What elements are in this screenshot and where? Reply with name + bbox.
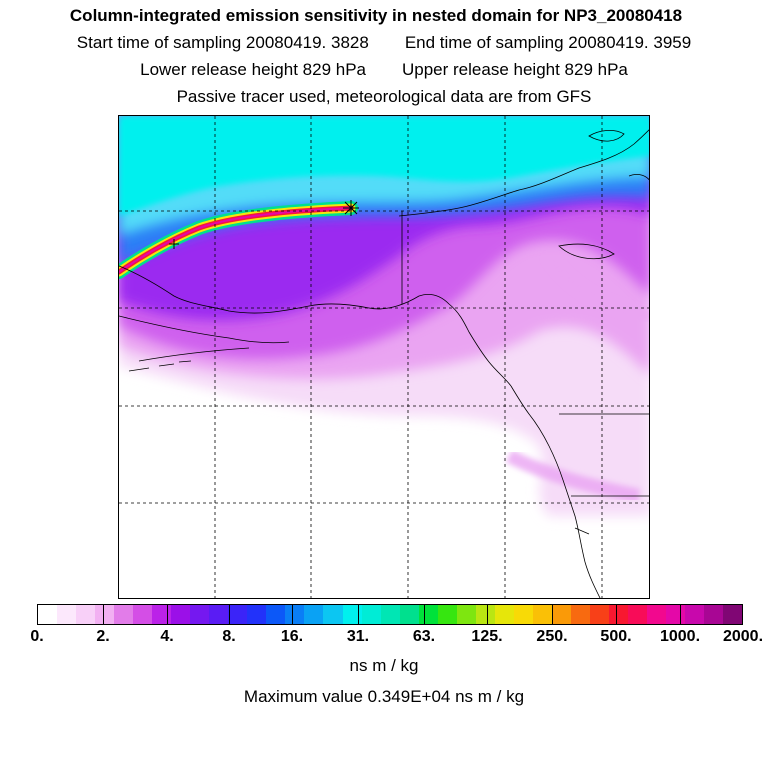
lower-height-label: Lower release height 829 hPa bbox=[140, 60, 366, 79]
coast-peninsula bbox=[119, 315, 290, 362]
end-time-label: End time of sampling 20080419. 3959 bbox=[404, 33, 692, 52]
colorbar-cell bbox=[285, 605, 305, 624]
sampling-time-line: Start time of sampling 20080419. 3828 End… bbox=[0, 33, 768, 53]
colorbar-divider bbox=[552, 605, 553, 624]
colorbar-cell bbox=[704, 605, 724, 624]
colorbar-divider bbox=[229, 605, 230, 624]
colorbar-divider bbox=[424, 605, 425, 624]
colorbar-cell bbox=[666, 605, 686, 624]
colorbar-divider bbox=[680, 605, 681, 624]
colorbar-cell bbox=[190, 605, 210, 624]
colorbar-cell bbox=[133, 605, 153, 624]
colorbar-cell bbox=[608, 605, 628, 624]
graticule bbox=[119, 116, 649, 598]
coast-aleutians bbox=[128, 360, 192, 372]
colorbar-cell bbox=[513, 605, 533, 624]
colorbar-cell bbox=[361, 605, 381, 624]
colorbar-cell bbox=[723, 605, 743, 624]
colorbar-cell bbox=[380, 605, 400, 624]
colorbar-divider bbox=[103, 605, 104, 624]
colorbar-cell bbox=[171, 605, 191, 624]
plot-title: Column-integrated emission sensitivity i… bbox=[69, 6, 683, 25]
colorbar-tick-label: 31. bbox=[346, 628, 370, 645]
colorbar-tick-label: 500. bbox=[600, 628, 632, 645]
colorbar-cell bbox=[456, 605, 476, 624]
field-cyan bbox=[119, 116, 649, 216]
field-east-wisps-2 bbox=[544, 253, 649, 321]
start-time-label: Start time of sampling 20080419. 3828 bbox=[76, 33, 369, 52]
colorbar-tick-label: 63. bbox=[412, 628, 436, 645]
colorbar-cell bbox=[95, 605, 115, 624]
coastlines bbox=[119, 129, 649, 598]
colorbar-cell bbox=[570, 605, 590, 624]
colorbar-cell bbox=[342, 605, 362, 624]
colorbar-cell bbox=[589, 605, 609, 624]
colorbar-cell bbox=[399, 605, 419, 624]
upper-height-label: Upper release height 829 hPa bbox=[402, 60, 628, 79]
colorbar-tick-label: 4. bbox=[160, 628, 174, 645]
colorbar-cell bbox=[437, 605, 457, 624]
colorbar-divider bbox=[167, 605, 168, 624]
sensitivity-map bbox=[118, 115, 650, 599]
colorbar-cell bbox=[57, 605, 77, 624]
colorbar-cell bbox=[627, 605, 647, 624]
colorbar-cell bbox=[418, 605, 438, 624]
release-plume bbox=[119, 201, 358, 279]
colorbar-divider bbox=[292, 605, 293, 624]
colorbar bbox=[37, 604, 743, 625]
release-height-line: Lower release height 829 hPa Upper releas… bbox=[0, 60, 768, 80]
colorbar-tick-label: 125. bbox=[471, 628, 503, 645]
colorbar-cell bbox=[266, 605, 286, 624]
tracer-note: Passive tracer used, meteorological data… bbox=[176, 87, 592, 106]
colorbar-divider bbox=[487, 605, 488, 624]
colorbar-cell bbox=[76, 605, 96, 624]
maximum-value-label: Maximum value 0.349E+04 ns m / kg bbox=[243, 687, 525, 706]
colorbar-cell bbox=[152, 605, 172, 624]
border-us-states bbox=[571, 495, 649, 535]
colorbar-divider bbox=[358, 605, 359, 624]
colorbar-cell bbox=[38, 605, 58, 624]
colorbar-cell bbox=[304, 605, 324, 624]
receptor-marker-icon bbox=[169, 239, 179, 249]
colorbar-tick-label: 8. bbox=[222, 628, 236, 645]
colorbar-cell bbox=[228, 605, 248, 624]
field-east-wisps bbox=[505, 449, 641, 503]
colorbar-cell bbox=[247, 605, 267, 624]
coast-bc bbox=[510, 385, 601, 598]
colorbar-tick-label: 1000. bbox=[659, 628, 701, 645]
coast-arctic bbox=[398, 129, 649, 217]
colorbar-cell bbox=[647, 605, 667, 624]
colorbar-tick-label: 250. bbox=[536, 628, 568, 645]
map-canvas bbox=[119, 116, 649, 598]
colorbar-cell bbox=[323, 605, 343, 624]
colorbar-units: ns m / kg bbox=[349, 656, 419, 675]
colorbar-tick-label: 16. bbox=[280, 628, 304, 645]
colorbar-tick-label: 2000. bbox=[722, 628, 764, 645]
colorbar-cell bbox=[114, 605, 134, 624]
colorbar-tick-label: 2. bbox=[96, 628, 110, 645]
islands-arctic bbox=[558, 130, 649, 260]
colorbar-tick-label: 0. bbox=[30, 628, 44, 645]
coast-alaska bbox=[119, 265, 512, 387]
colorbar-cell bbox=[551, 605, 571, 624]
sensitivity-field bbox=[119, 116, 649, 598]
colorbar-cell bbox=[532, 605, 552, 624]
colorbar-cell bbox=[494, 605, 514, 624]
colorbar-cell bbox=[209, 605, 229, 624]
release-point-icon bbox=[343, 200, 359, 216]
colorbar-cell bbox=[685, 605, 705, 624]
colorbar-cell bbox=[475, 605, 495, 624]
colorbar-divider bbox=[616, 605, 617, 624]
